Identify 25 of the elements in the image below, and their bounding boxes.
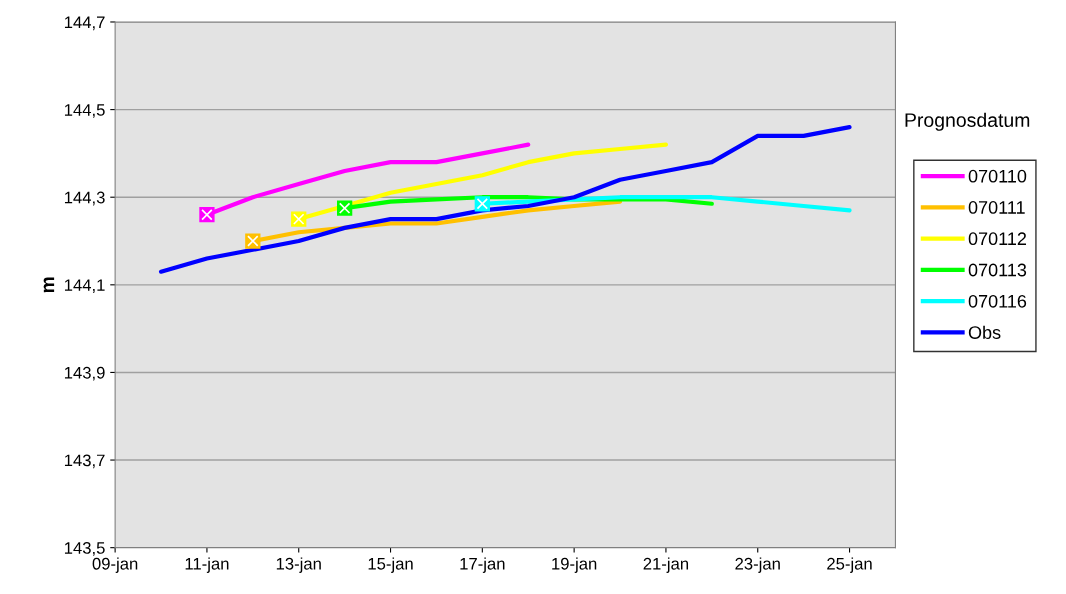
y-tick-label: 143,9 <box>64 366 105 381</box>
x-tick-label: 17-jan <box>460 557 505 573</box>
legend-label: Obs <box>968 325 1001 339</box>
y-tick-label: 143,7 <box>64 454 105 469</box>
legend-title: Prognosdatum <box>905 112 1030 131</box>
x-tick-label: 13-jan <box>276 557 321 573</box>
y-tick-label: 144,5 <box>64 104 105 118</box>
line-series <box>158 125 852 274</box>
y-tick-label: 143,5 <box>64 542 105 556</box>
y-tick-label: 144,1 <box>64 279 105 293</box>
x-tick-label: 25-jan <box>827 557 872 573</box>
x-tick-label: 15-jan <box>368 557 413 573</box>
y-tick-label: 144,7 <box>64 16 105 31</box>
legend-label: 070112 <box>968 232 1027 246</box>
x-tick-label: 21-jan <box>643 557 689 573</box>
y-tick-label: 144,3 <box>64 191 105 206</box>
legend-label: 070116 <box>968 294 1027 308</box>
x-tick-label: 23-jan <box>735 557 780 573</box>
legend-label: 070113 <box>968 263 1027 277</box>
y-axis-title: m <box>43 277 55 293</box>
x-tick-label: 11-jan <box>185 557 229 573</box>
x-tick-label: 19-jan <box>552 557 597 573</box>
legend-label: 070110 <box>968 169 1027 183</box>
x-tick-label: 09-jan <box>92 557 138 573</box>
legend-label: 070111 <box>968 201 1025 214</box>
